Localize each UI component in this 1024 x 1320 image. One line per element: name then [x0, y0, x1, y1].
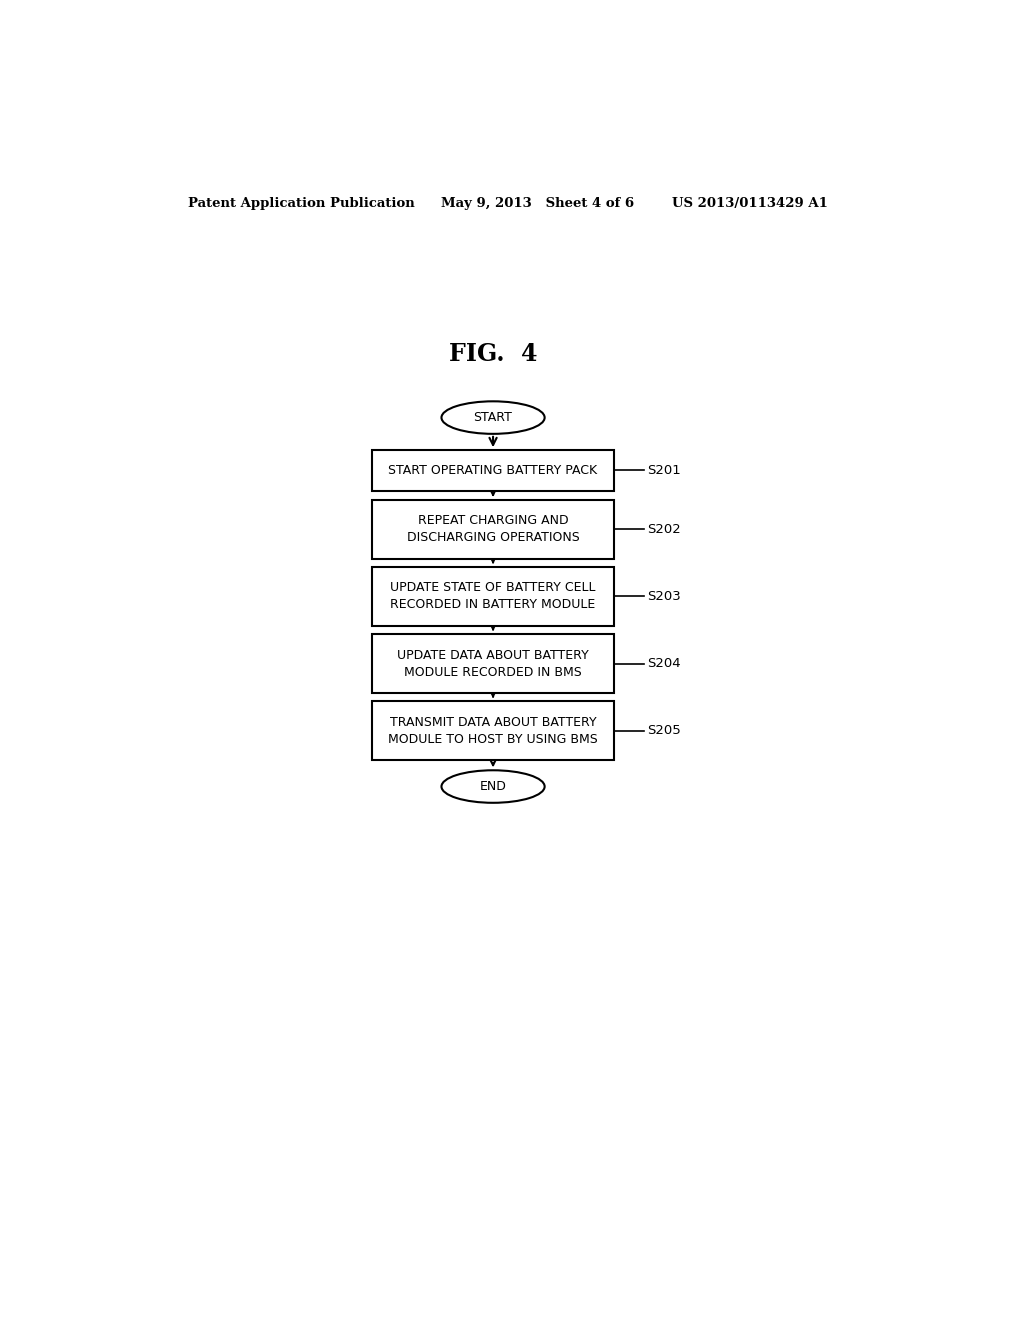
Text: S203: S203 — [647, 590, 681, 603]
Text: S205: S205 — [647, 725, 681, 737]
Ellipse shape — [441, 771, 545, 803]
FancyBboxPatch shape — [372, 450, 614, 491]
Text: UPDATE STATE OF BATTERY CELL
RECORDED IN BATTERY MODULE: UPDATE STATE OF BATTERY CELL RECORDED IN… — [390, 582, 596, 611]
FancyBboxPatch shape — [372, 634, 614, 693]
FancyBboxPatch shape — [372, 568, 614, 626]
Text: START OPERATING BATTERY PACK: START OPERATING BATTERY PACK — [388, 463, 598, 477]
Text: REPEAT CHARGING AND
DISCHARGING OPERATIONS: REPEAT CHARGING AND DISCHARGING OPERATIO… — [407, 515, 580, 544]
Text: TRANSMIT DATA ABOUT BATTERY
MODULE TO HOST BY USING BMS: TRANSMIT DATA ABOUT BATTERY MODULE TO HO… — [388, 715, 598, 746]
Text: START: START — [474, 411, 512, 424]
FancyBboxPatch shape — [372, 500, 614, 558]
Text: FIG.  4: FIG. 4 — [449, 342, 538, 366]
Text: UPDATE DATA ABOUT BATTERY
MODULE RECORDED IN BMS: UPDATE DATA ABOUT BATTERY MODULE RECORDE… — [397, 648, 589, 678]
Text: S204: S204 — [647, 657, 681, 671]
Text: END: END — [479, 780, 507, 793]
Text: Patent Application Publication: Patent Application Publication — [187, 197, 415, 210]
Ellipse shape — [441, 401, 545, 434]
Text: May 9, 2013   Sheet 4 of 6: May 9, 2013 Sheet 4 of 6 — [441, 197, 635, 210]
Text: S201: S201 — [647, 463, 681, 477]
Text: S202: S202 — [647, 523, 681, 536]
FancyBboxPatch shape — [372, 701, 614, 760]
Text: US 2013/0113429 A1: US 2013/0113429 A1 — [672, 197, 827, 210]
